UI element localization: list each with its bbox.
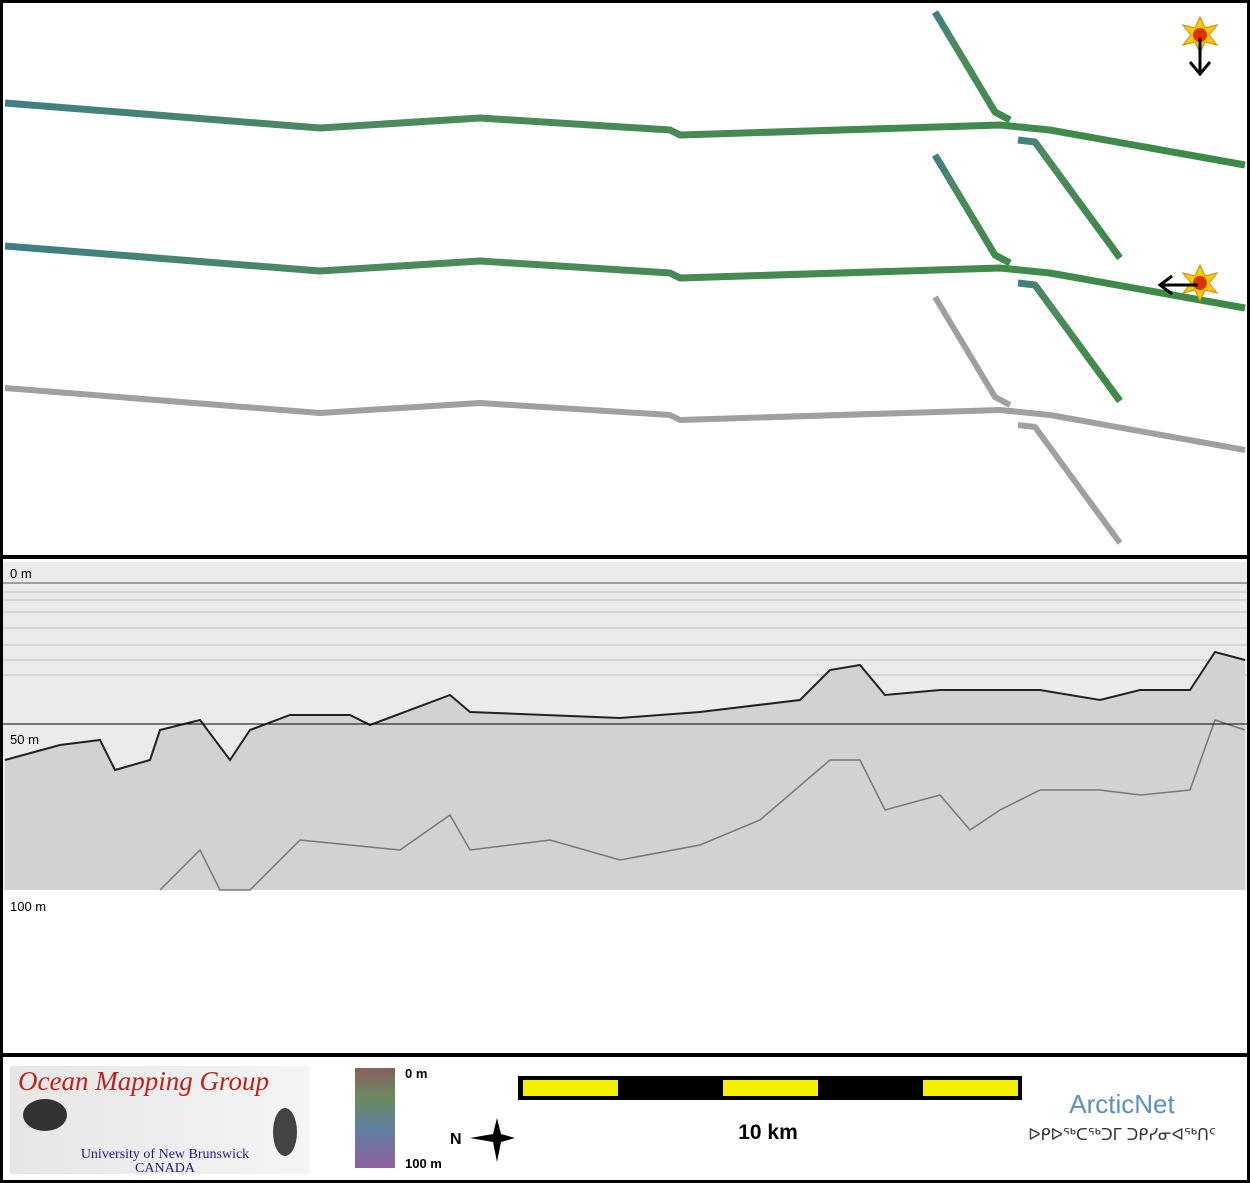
subbottom-reflector bbox=[159, 719, 1246, 891]
arrow bbox=[1188, 38, 1212, 77]
logo-icon bbox=[23, 1099, 67, 1131]
colorbar-label: 100 m bbox=[405, 1156, 442, 1171]
partner-name: ArcticNet bbox=[1069, 1089, 1175, 1119]
compass: N bbox=[450, 1118, 515, 1162]
divider bbox=[0, 555, 1250, 559]
colorbar-label: 0 m bbox=[405, 1066, 427, 1081]
arrow bbox=[1157, 274, 1198, 296]
omg-logo: Ocean Mapping Group University of New Br… bbox=[10, 1066, 310, 1176]
colorbar bbox=[355, 1068, 395, 1168]
track-set bbox=[4, 153, 1246, 404]
depth-label: 0 m bbox=[10, 566, 32, 581]
seabed-fill bbox=[5, 652, 1245, 890]
logo-university: University of New Brunswick bbox=[81, 1147, 249, 1162]
tracks bbox=[4, 10, 1246, 545]
logo-icon bbox=[273, 1108, 297, 1156]
compass-label: N bbox=[450, 1131, 462, 1148]
scale-bar: 10 km bbox=[518, 1076, 1022, 1144]
depth-label: 100 m bbox=[10, 899, 46, 914]
track-set bbox=[4, 10, 1246, 261]
profile-noise bbox=[3, 582, 1247, 676]
partner-syllabics: ᐅᑭᐅᖅᑕᖅᑐᒥ ᑐᑭᓯᓂᐊᖅᑎᑦ bbox=[1028, 1125, 1216, 1144]
seabed-line bbox=[4, 650, 1246, 772]
depth-label: 50 m bbox=[10, 732, 39, 747]
track-set bbox=[4, 295, 1246, 545]
scale-label: 10 km bbox=[738, 1121, 798, 1144]
logo-country: CANADA bbox=[135, 1161, 196, 1176]
divider bbox=[0, 1053, 1250, 1057]
logo-title: Ocean Mapping Group bbox=[18, 1066, 269, 1096]
